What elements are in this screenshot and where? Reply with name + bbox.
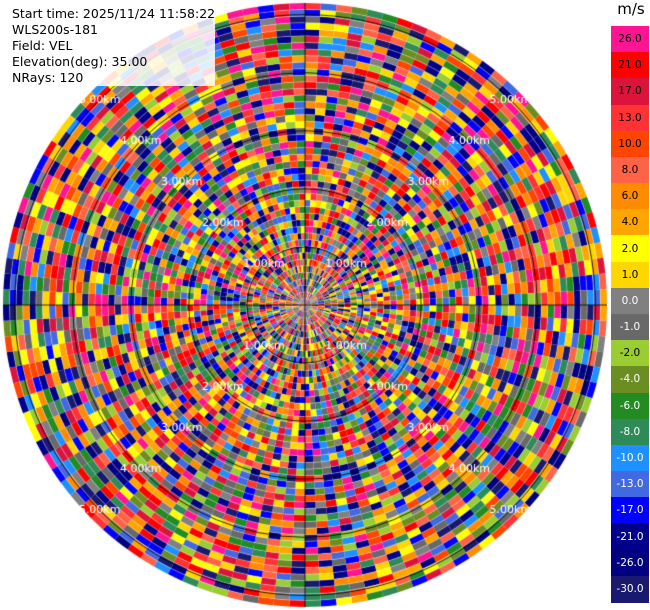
colorbar-tick-label: -6.0 [619, 399, 641, 412]
colorbar-tick-label: -13.0 [616, 478, 644, 491]
colorbar-segment [611, 392, 649, 420]
colorbar-tick-label: -2.0 [619, 347, 641, 360]
colorbar-unit-label: m/s [617, 0, 645, 18]
field-label: Field: VEL [12, 38, 216, 54]
colorbar-tick-label: 17.0 [618, 85, 642, 98]
ppi-velocity-plot [0, 0, 610, 610]
colorbar-tick-label: 21.0 [618, 59, 642, 72]
colorbar-tick-label: 2.0 [621, 242, 639, 255]
colorbar-segment [611, 340, 649, 368]
colorbar-tick-label: -30.0 [616, 582, 644, 595]
colorbar-segment [611, 366, 649, 394]
colorbar-segment [611, 471, 649, 499]
colorbar-tick-label: -26.0 [616, 556, 644, 569]
colorbar-tick-label: -17.0 [616, 504, 644, 517]
colorbar-segment [611, 183, 649, 211]
colorbar-segment [611, 575, 649, 603]
colorbar-tick-label: 4.0 [621, 216, 639, 229]
colorbar-tick-label: 1.0 [621, 268, 639, 281]
colorbar-segment [611, 287, 649, 315]
colorbar-tick-label: 8.0 [621, 164, 639, 176]
colorbar-segment [611, 156, 649, 184]
colorbar-tick-label: 6.0 [621, 190, 639, 203]
colorbar-segment [611, 52, 649, 80]
colorbar-tick-label: 0.0 [621, 294, 639, 307]
colorbar-segment [611, 78, 649, 106]
colorbar-tick-label: -4.0 [619, 373, 641, 386]
colorbar-segment [611, 497, 649, 525]
colorbar-tick-label: -8.0 [619, 425, 641, 438]
colorbar: 26.0 21.0 17.0 13.0 10.0 8.0 6.0 4.0 2.0 1.0 0.0 -1… [611, 26, 649, 603]
nrays-label: NRays: 120 [12, 70, 216, 86]
colorbar-segment [611, 130, 649, 158]
colorbar-segment [611, 26, 649, 53]
colorbar-segment [611, 261, 649, 289]
colorbar-segment [611, 314, 649, 341]
instrument-label: WLS200s-181 [12, 22, 216, 38]
colorbar-tick-label: -1.0 [619, 321, 641, 334]
colorbar-tick-label: 10.0 [618, 137, 642, 150]
colorbar-tick-label: 13.0 [618, 111, 642, 124]
elevation-label: Elevation(deg): 35.00 [12, 54, 216, 70]
colorbar-segment [611, 209, 649, 237]
scan-info-panel: Start time: 2025/11/24 11:58:22 WLS200s-… [12, 6, 216, 86]
colorbar-tick-label: -10.0 [616, 452, 644, 464]
colorbar-segment [611, 444, 649, 472]
start-time-label: Start time: 2025/11/24 11:58:22 [12, 6, 216, 22]
colorbar-segment [611, 104, 649, 132]
colorbar-segment [611, 418, 649, 446]
colorbar-tick-label: -21.0 [616, 530, 644, 543]
colorbar-tick-label: 26.0 [618, 33, 642, 46]
colorbar-segment [611, 523, 649, 551]
colorbar-segment [611, 235, 649, 263]
colorbar-segment [611, 549, 649, 577]
